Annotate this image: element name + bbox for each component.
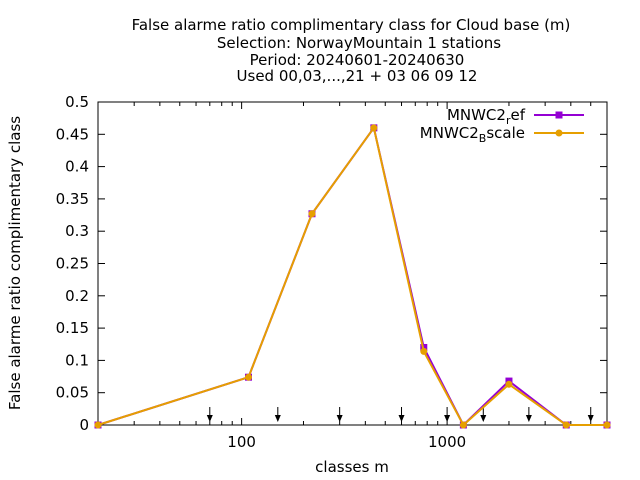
y-tick-label: 0.45 [56,125,89,143]
arrow-marker [587,407,594,422]
x-axis: 100 1000 [97,102,608,451]
y-tick-label: 0.15 [56,319,89,337]
series-line [97,125,607,427]
legend-marker [555,129,563,137]
x-tick-label: 1000 [428,433,466,451]
arrow-marker [336,407,343,422]
y-tick-label: 0.25 [56,255,89,273]
arrow-marker [206,407,213,422]
chart-title: False alarme ratio complimentary class f… [132,16,571,85]
data-point [94,421,102,429]
y-tick-label: 0 [79,416,89,434]
title-line-4: Used 00,03,...,21 + 03 06 09 12 [237,67,478,85]
x-tick-label: 100 [227,433,256,451]
y-tick-label: 0.05 [56,384,89,402]
data-point [562,421,570,429]
y-tick-label: 0.2 [65,287,89,305]
legend-entry: MNWC2Bscale [420,124,584,145]
y-tick-label: 0.3 [65,222,89,240]
series-1 [94,124,611,429]
title-line-1: False alarme ratio complimentary class f… [132,16,571,34]
arrow-marker [480,407,487,422]
data-point [505,380,513,388]
plot-frame [97,101,608,426]
y-tick-label: 0.1 [65,351,89,369]
arrow-marker [398,407,405,422]
series-layer [94,124,611,429]
arrow-marker [444,407,451,422]
x-axis-label: classes m [315,458,389,476]
y-tick-label: 0.35 [56,190,89,208]
legend-label: MNWC2Bscale [420,124,525,145]
title-line-2: Selection: NorwayMountain 1 stations [217,34,501,52]
arrow-marker [274,407,281,422]
title-line-3: Period: 20240601-20240630 [250,51,465,69]
legend-marker [555,111,563,119]
arrow-marker [525,407,532,422]
data-point [308,210,316,218]
y-axis: 0 0.05 0.1 0.15 0.2 0.25 0.3 0.35 0.4 0.45 0.5 [56,93,607,434]
data-point [420,347,428,355]
data-point [459,421,467,429]
data-point [370,124,378,132]
legend-label: MNWC2ref [447,106,526,127]
y-tick-label: 0.5 [65,93,89,111]
series-line [97,125,607,427]
arrow-markers [206,407,594,422]
series-0 [94,124,611,429]
y-axis-label: False alarme ratio complimentary class [6,116,24,410]
y-tick-label: 0.4 [65,158,89,176]
legend-entry: MNWC2ref [447,106,584,127]
data-point [244,373,252,381]
data-point [603,421,611,429]
